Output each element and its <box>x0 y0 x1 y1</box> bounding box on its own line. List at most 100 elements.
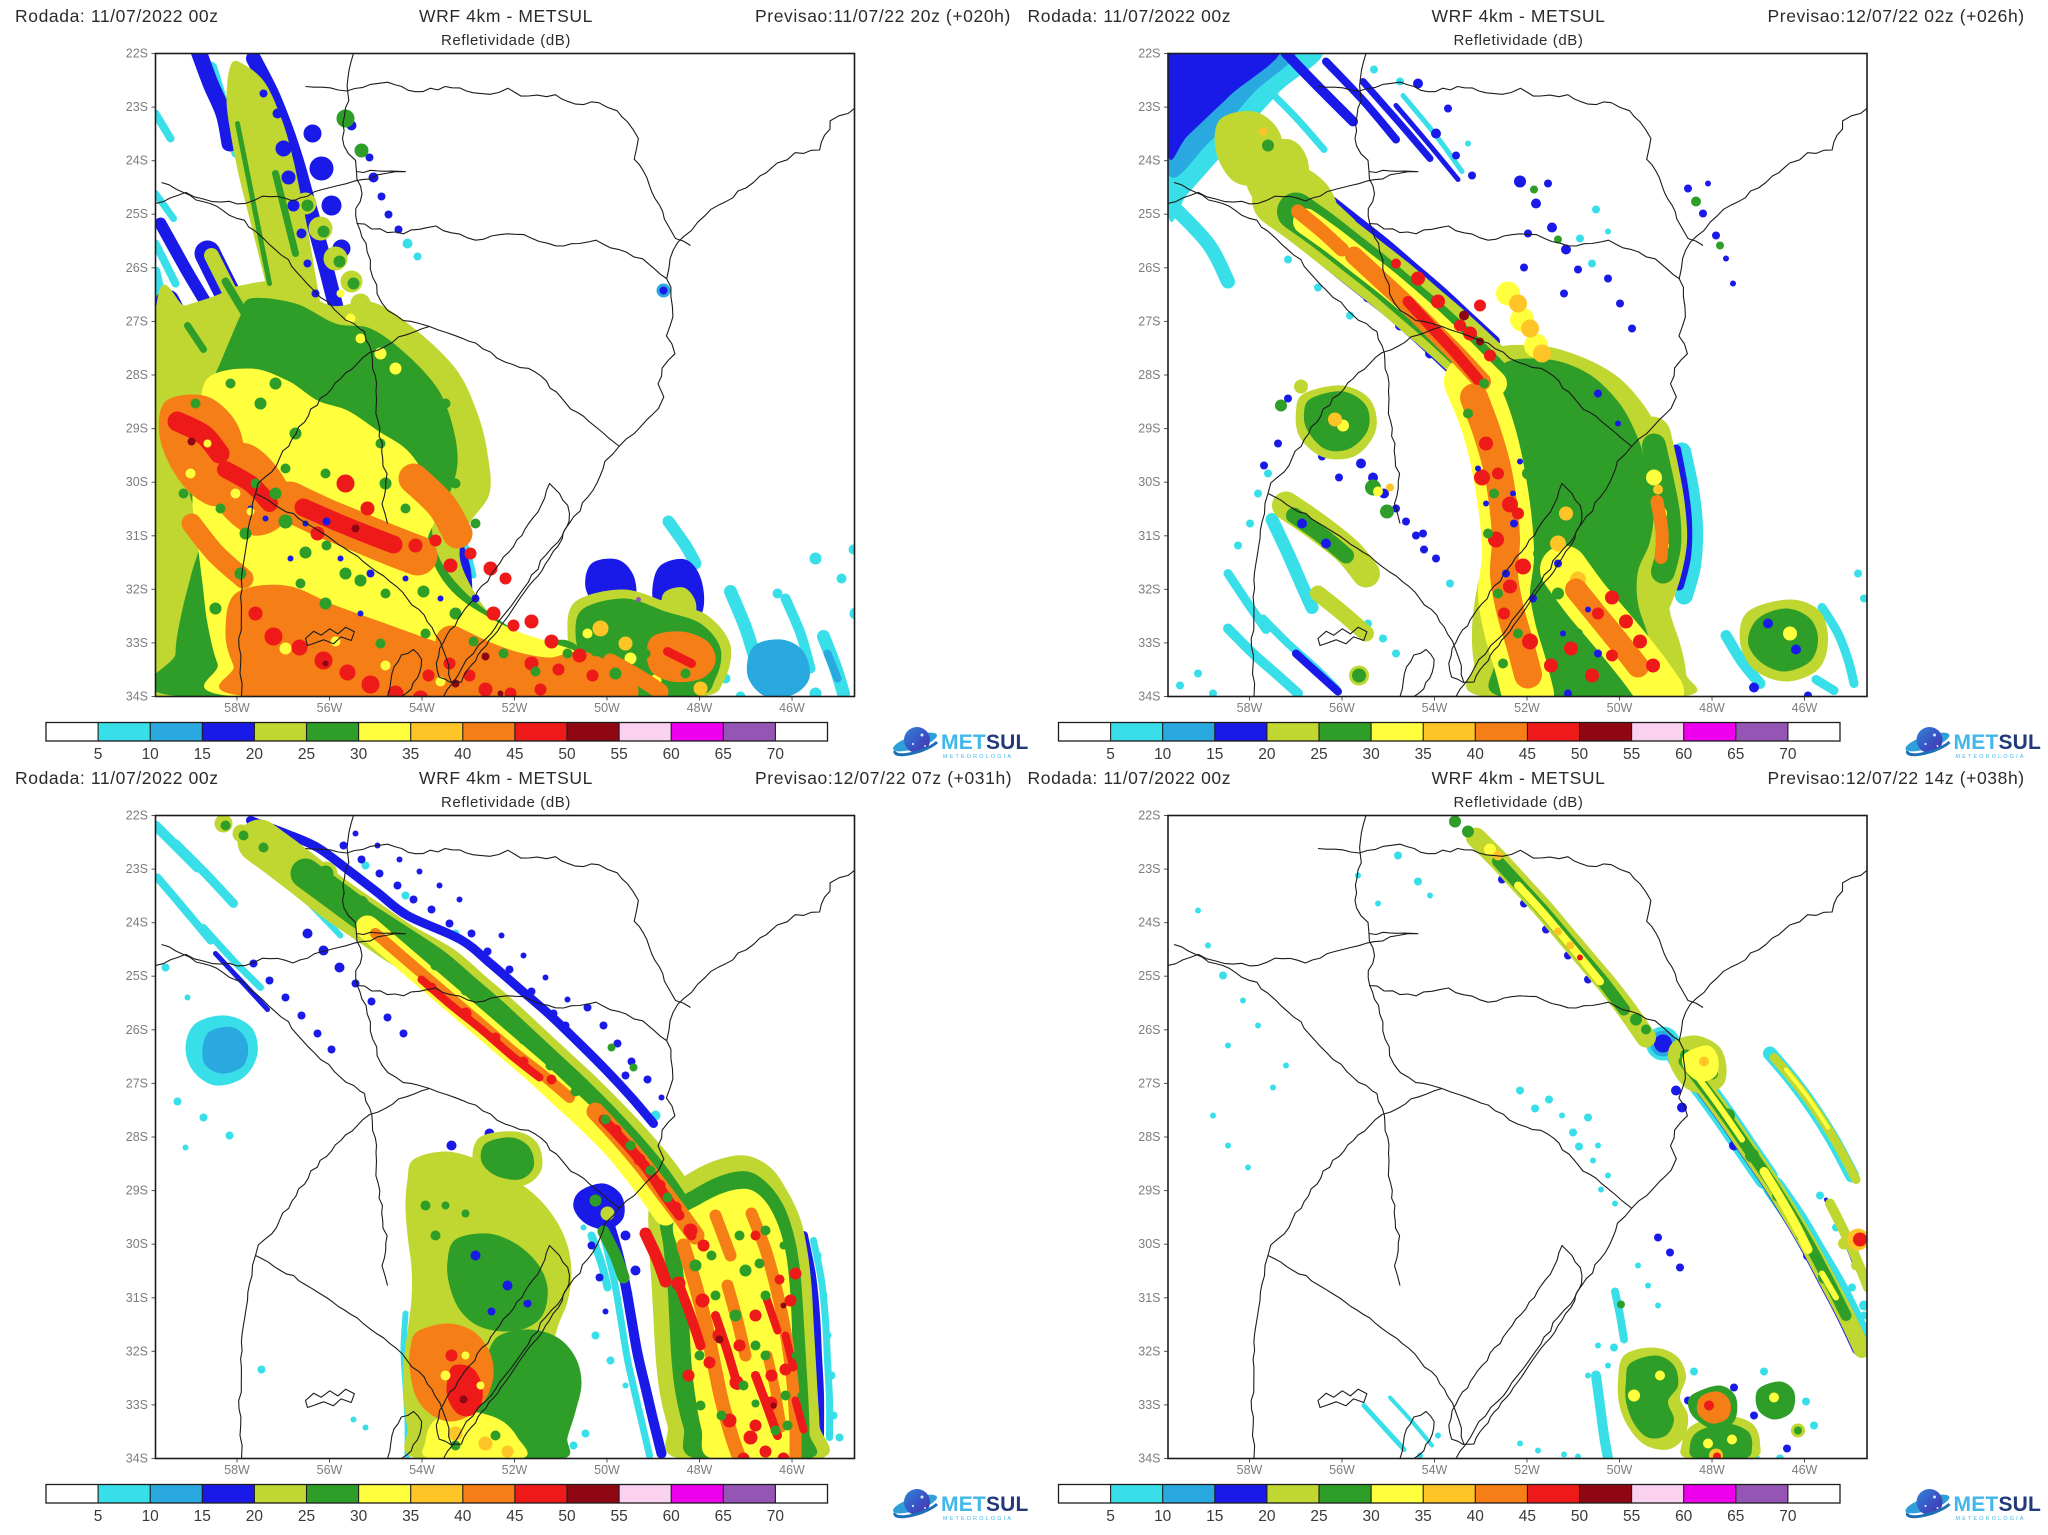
svg-text:45: 45 <box>1519 1508 1536 1525</box>
svg-text:52W: 52W <box>502 701 528 715</box>
svg-text:31S: 31S <box>126 529 148 543</box>
svg-text:25: 25 <box>298 1508 315 1525</box>
svg-text:45: 45 <box>506 746 523 763</box>
svg-text:24S: 24S <box>126 154 148 168</box>
svg-text:27S: 27S <box>126 1076 148 1090</box>
svg-text:55: 55 <box>610 746 627 763</box>
svg-text:22S: 22S <box>126 47 148 61</box>
svg-text:Refletividade (dB): Refletividade (dB) <box>1453 794 1583 811</box>
svg-text:5: 5 <box>1106 746 1115 763</box>
svg-text:10: 10 <box>142 1508 160 1525</box>
svg-text:28S: 28S <box>1138 368 1160 382</box>
svg-text:23S: 23S <box>126 862 148 876</box>
svg-text:WRF 4km - METSUL: WRF 4km - METSUL <box>1432 6 1606 26</box>
svg-text:29S: 29S <box>1138 1184 1160 1198</box>
svg-text:55: 55 <box>610 1508 627 1525</box>
svg-text:METSUL: METSUL <box>1954 1493 2042 1516</box>
svg-text:25S: 25S <box>126 969 148 983</box>
svg-text:70: 70 <box>767 746 785 763</box>
svg-text:65: 65 <box>1727 746 1744 763</box>
svg-text:58W: 58W <box>224 701 250 715</box>
svg-text:30: 30 <box>1362 746 1380 763</box>
svg-text:54W: 54W <box>409 1463 435 1477</box>
svg-text:46W: 46W <box>779 701 805 715</box>
svg-text:5: 5 <box>1106 1508 1115 1525</box>
svg-text:34S: 34S <box>126 1452 148 1466</box>
svg-text:15: 15 <box>1206 746 1223 763</box>
svg-text:40: 40 <box>454 746 472 763</box>
svg-text:22S: 22S <box>1138 809 1160 823</box>
svg-text:METEOROLOGIA: METEOROLOGIA <box>943 754 1013 760</box>
svg-text:10: 10 <box>1154 746 1172 763</box>
svg-text:Refletividade (dB): Refletividade (dB) <box>1453 32 1583 49</box>
svg-text:34S: 34S <box>126 690 148 704</box>
svg-text:50W: 50W <box>1607 701 1633 715</box>
svg-text:56W: 56W <box>1329 1463 1355 1477</box>
svg-text:Rodada: 11/07/2022 00z: Rodada: 11/07/2022 00z <box>1028 6 1232 26</box>
svg-text:29S: 29S <box>126 422 148 436</box>
svg-text:26S: 26S <box>126 1023 148 1037</box>
svg-text:15: 15 <box>1206 1508 1223 1525</box>
svg-text:Rodada: 11/07/2022 00z: Rodada: 11/07/2022 00z <box>15 6 219 26</box>
svg-text:32S: 32S <box>1138 582 1160 596</box>
svg-text:50W: 50W <box>594 1463 620 1477</box>
svg-text:10: 10 <box>142 746 160 763</box>
svg-text:26S: 26S <box>1138 261 1160 275</box>
svg-text:50W: 50W <box>1607 1463 1633 1477</box>
svg-text:25: 25 <box>1310 1508 1327 1525</box>
svg-text:25: 25 <box>1310 746 1327 763</box>
svg-text:15: 15 <box>194 1508 211 1525</box>
svg-text:50: 50 <box>1571 1508 1589 1525</box>
svg-text:33S: 33S <box>1138 636 1160 650</box>
svg-text:Previsao:12/07/22 14z (+038h): Previsao:12/07/22 14z (+038h) <box>1768 768 2025 788</box>
svg-text:40: 40 <box>1467 1508 1485 1525</box>
svg-text:33S: 33S <box>126 1398 148 1412</box>
svg-text:54W: 54W <box>1422 1463 1448 1477</box>
svg-text:70: 70 <box>1779 746 1797 763</box>
svg-text:METSUL: METSUL <box>1954 731 2042 754</box>
svg-text:40: 40 <box>1467 746 1485 763</box>
svg-text:WRF 4km - METSUL: WRF 4km - METSUL <box>419 6 593 26</box>
svg-text:58W: 58W <box>1237 701 1263 715</box>
svg-text:26S: 26S <box>1138 1023 1160 1037</box>
svg-text:58W: 58W <box>1237 1463 1263 1477</box>
svg-text:25S: 25S <box>1138 207 1160 221</box>
svg-text:35: 35 <box>402 746 419 763</box>
svg-text:32S: 32S <box>126 582 148 596</box>
svg-text:30S: 30S <box>1138 475 1160 489</box>
svg-text:Rodada: 11/07/2022 00z: Rodada: 11/07/2022 00z <box>15 768 219 788</box>
svg-text:29S: 29S <box>1138 422 1160 436</box>
svg-text:METSUL: METSUL <box>941 731 1029 754</box>
svg-text:46W: 46W <box>779 1463 805 1477</box>
svg-text:33S: 33S <box>1138 1398 1160 1412</box>
svg-text:30: 30 <box>350 1508 368 1525</box>
svg-text:54W: 54W <box>1422 701 1448 715</box>
svg-text:Previsao:11/07/22 20z (+020h): Previsao:11/07/22 20z (+020h) <box>755 6 1011 26</box>
svg-text:Refletividade (dB): Refletividade (dB) <box>441 794 571 811</box>
svg-text:55: 55 <box>1623 1508 1640 1525</box>
svg-text:24S: 24S <box>1138 916 1160 930</box>
svg-text:20: 20 <box>246 746 264 763</box>
svg-text:50: 50 <box>1571 746 1589 763</box>
svg-text:29S: 29S <box>126 1184 148 1198</box>
svg-text:22S: 22S <box>126 809 148 823</box>
svg-text:Previsao:12/07/22 07z (+031h): Previsao:12/07/22 07z (+031h) <box>755 768 1012 788</box>
svg-text:50W: 50W <box>594 701 620 715</box>
svg-text:31S: 31S <box>1138 1291 1160 1305</box>
svg-text:65: 65 <box>715 1508 732 1525</box>
svg-text:26S: 26S <box>126 261 148 275</box>
svg-text:30S: 30S <box>1138 1237 1160 1251</box>
svg-text:70: 70 <box>1779 1508 1797 1525</box>
svg-text:METEOROLOGIA: METEOROLOGIA <box>943 1516 1013 1522</box>
svg-text:35: 35 <box>1415 1508 1432 1525</box>
svg-text:15: 15 <box>194 746 211 763</box>
svg-text:25S: 25S <box>126 207 148 221</box>
svg-text:Refletividade (dB): Refletividade (dB) <box>441 32 571 49</box>
svg-text:WRF 4km - METSUL: WRF 4km - METSUL <box>1432 768 1606 788</box>
svg-text:56W: 56W <box>317 1463 343 1477</box>
svg-text:60: 60 <box>663 1508 681 1525</box>
svg-text:30: 30 <box>1362 1508 1380 1525</box>
svg-text:32S: 32S <box>126 1344 148 1358</box>
svg-text:20: 20 <box>246 1508 264 1525</box>
svg-text:32S: 32S <box>1138 1344 1160 1358</box>
